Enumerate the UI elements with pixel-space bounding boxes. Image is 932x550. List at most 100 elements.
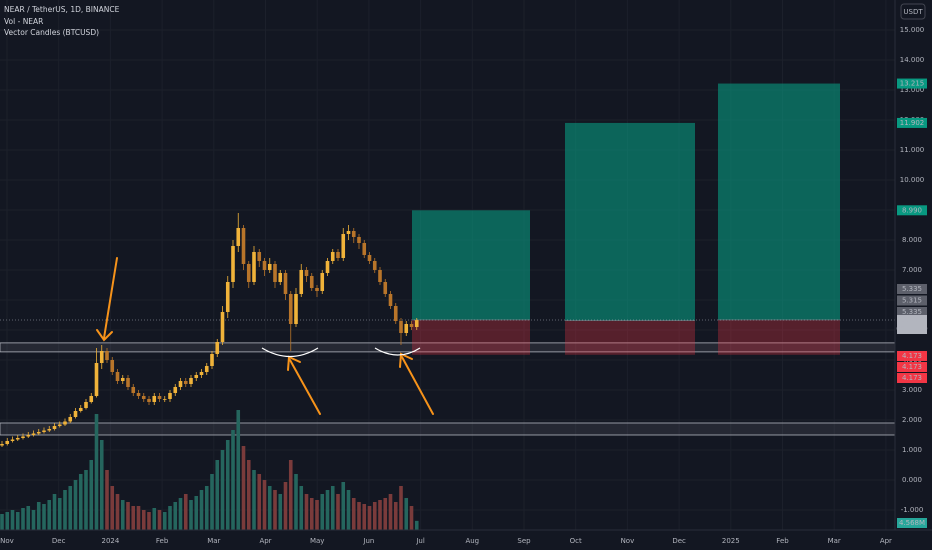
volume-bar [294,474,298,530]
candle-body [136,392,141,396]
volume-bar [246,460,251,530]
x-tick-label: Nov [621,537,635,545]
positions [0,83,895,355]
candle-body [257,251,262,261]
candle-body [241,227,246,264]
candle-body [294,293,298,324]
candle-body [414,320,419,327]
volume-bar [304,494,309,530]
volume-bar [183,494,188,530]
volume-bar [325,490,330,530]
candle-body [267,263,272,270]
candle-body [236,227,241,246]
volume-bar [367,506,372,530]
y-tick-label: 13.000 [900,86,925,94]
volume-bar [15,512,20,530]
volume-bar [194,496,199,530]
volume-bar [63,490,67,530]
candle-body [273,263,277,282]
candle-body [162,398,167,400]
stop-label-bg [897,362,927,372]
volume-bar [336,494,340,530]
volume-bar [414,520,419,530]
candle-body [183,380,188,384]
candle-body [178,380,183,387]
candle-body [126,377,130,387]
volume-bar [178,498,183,530]
volume-bar [73,480,78,530]
volume-bar [409,506,414,530]
candle-body [246,263,251,282]
candle-body [283,272,288,294]
volume-bar [288,460,293,530]
candle-body [378,269,382,282]
volume-bar [388,494,393,530]
candle-body [0,443,4,446]
candle-body [47,428,52,431]
profit-zone [412,210,530,320]
volume-bar [273,490,277,530]
volume-bar [131,506,136,530]
loss-zone [565,320,695,355]
arrow [401,356,434,415]
volume-bar [378,500,382,530]
entry-label: 5.335 [902,308,922,316]
candle-body [309,275,314,288]
candle-body [15,437,20,440]
volume-bar [152,508,157,530]
candle-body [304,269,309,276]
volume-bar [257,474,262,530]
y-tick-label: 7.000 [902,266,922,274]
x-tick-label: Apr [259,537,271,545]
stop-label: 4.173 [902,363,922,371]
volume-bar [89,460,94,530]
currency-label[interactable]: USDT [903,8,923,16]
candle-body [231,245,235,282]
volume-bar [225,440,230,530]
volume-bar [362,504,367,530]
candle-body [336,251,340,258]
candle-body [225,281,230,312]
x-tick-label: 2025 [722,537,740,545]
y-tick-label: 10.000 [900,176,925,184]
volume-bar [84,470,88,530]
candle-body [152,395,157,402]
candles [0,212,419,447]
candle-body [210,353,214,366]
volume [0,410,419,530]
candle-body [252,251,256,282]
y-tick-label: 2.000 [902,416,922,424]
last-price-label: 5.333 [902,316,922,324]
volume-bar [26,506,31,530]
volume-bar [0,514,4,530]
candle-body [383,281,388,294]
y-tick-label: 8.000 [902,236,922,244]
volume-bar [173,502,178,530]
volume-bar [309,498,314,530]
candle-body [341,233,346,258]
x-tick-label: Mar [207,537,220,545]
candle-body [99,350,104,363]
volume-bar [110,486,115,530]
price-labels: 8.990 5.335 4.173 11.902 5.315 4.173 13.215 5.3… [896,78,928,528]
arrow-head [399,352,413,368]
candle-body [147,398,151,402]
volume-bar [320,494,325,530]
x-tick-label: Oct [570,537,582,545]
volume-bar [346,490,351,530]
candle-body [26,434,31,437]
volume-bar [236,410,241,530]
candle-body [320,272,325,291]
volume-bar [147,512,151,530]
volume-bar [115,494,120,530]
volume-bar [99,440,104,530]
volume-bar [399,486,403,530]
arc [261,347,319,358]
candle-body [78,407,83,411]
volume-bar [189,500,193,530]
y-tick-label: 11.000 [900,146,925,154]
currency-button[interactable] [900,3,926,20]
target-label: 13.215 [900,80,925,88]
entry-label-bg [897,307,927,317]
